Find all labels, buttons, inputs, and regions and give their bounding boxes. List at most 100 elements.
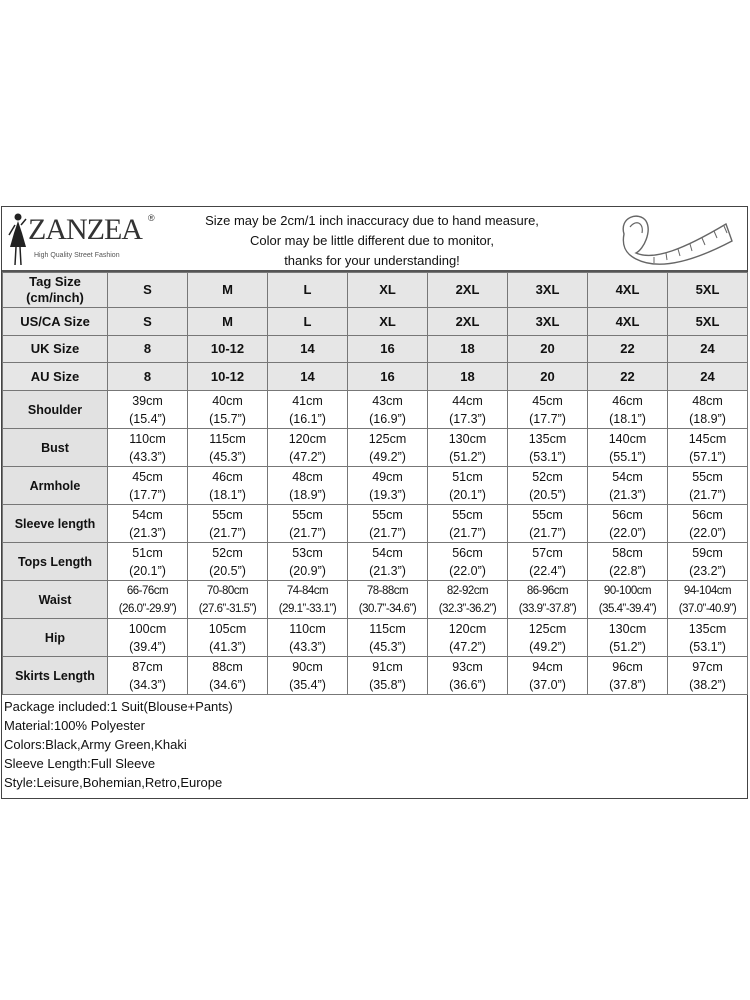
cm-value: 66-76cm — [126, 584, 169, 597]
size-cell: 14 — [267, 362, 348, 391]
cm-value: 51cm — [452, 469, 483, 484]
size-cell: S — [107, 307, 188, 336]
row-label: UK Size — [2, 335, 108, 363]
measurement-row: Shoulder 39cm (15.4”) 40cm (15.7”) 41cm (16.1”… — [2, 390, 748, 429]
inch-value: (17.7”) — [129, 487, 166, 502]
cm-value: 97cm — [692, 659, 723, 674]
cm-value: 54cm — [612, 469, 643, 484]
measurement-cell: 94-104cm (37.0”-40.9”) — [667, 580, 748, 619]
cm-value: 52cm — [532, 469, 563, 484]
inch-value: (22.4”) — [529, 563, 566, 578]
inch-value: (45.3”) — [209, 449, 246, 464]
cm-value: 56cm — [452, 545, 483, 560]
inch-value: (51.2”) — [609, 639, 646, 654]
measurement-cell: 100cm (39.4”) — [107, 618, 188, 657]
cm-value: 110cm — [129, 431, 166, 446]
inch-value: (35.8”) — [369, 677, 406, 692]
measurement-cell: 66-76cm (26.0”-29.9”) — [107, 580, 188, 619]
inch-value: (41.3”) — [209, 639, 246, 654]
inch-value: (39.4”) — [129, 639, 166, 654]
inch-value: (23.2”) — [689, 563, 726, 578]
cm-value: 44cm — [452, 393, 483, 408]
inch-value: (49.2”) — [529, 639, 566, 654]
row-label: Hip — [2, 618, 108, 657]
measurement-cell: 70-80cm (27.6”-31.5”) — [187, 580, 268, 619]
cm-value: 45cm — [532, 393, 563, 408]
measurement-row: Waist 66-76cm (26.0”-29.9”) 70-80cm (27.6”-3… — [2, 580, 748, 619]
measurement-cell: 59cm (23.2”) — [667, 542, 748, 581]
row-label: Shoulder — [2, 390, 108, 429]
inch-value: (45.3”) — [369, 639, 406, 654]
cm-value: 105cm — [208, 621, 247, 636]
measurement-notice: Size may be 2cm/1 inch inaccuracy due to… — [192, 211, 552, 271]
size-table: Tag Size (cm/inch) S M L XL 2XL 3XL 4XL 5XL US/CA … — [2, 272, 748, 695]
size-cell: 8 — [107, 362, 188, 391]
inch-value: (30.7”-34.6”) — [358, 602, 417, 615]
measurement-cell: 130cm (51.2”) — [587, 618, 668, 657]
size-cell: 24 — [667, 335, 748, 363]
size-cell: 4XL — [587, 272, 668, 308]
measurement-cell: 51cm (20.1”) — [427, 466, 508, 505]
inch-value: (43.3”) — [289, 639, 326, 654]
measurement-row: Tops Length 51cm (20.1”) 52cm (20.5”) 53cm (20… — [2, 542, 748, 581]
cm-value: 110cm — [289, 621, 326, 636]
cm-value: 130cm — [608, 621, 647, 636]
cm-value: 55cm — [292, 507, 323, 522]
inch-value: (20.1”) — [449, 487, 486, 502]
cm-value: 96cm — [612, 659, 643, 674]
brand-logo: ZANZEA ® High Quality Street Fashion — [6, 211, 176, 269]
size-cell: M — [187, 272, 268, 308]
inch-value: (53.1”) — [529, 449, 566, 464]
cm-value: 86-96cm — [526, 584, 569, 597]
size-cell: 2XL — [427, 307, 508, 336]
cm-value: 55cm — [692, 469, 723, 484]
inch-value: (21.7”) — [689, 487, 726, 502]
tag-size-label: Tag Size — [29, 274, 81, 289]
measurement-cell: 120cm (47.2”) — [267, 428, 348, 467]
inch-value: (35.4”) — [289, 677, 326, 692]
measurement-row: Skirts Length 87cm (34.3”) 88cm (34.6”) 90cm (… — [2, 656, 748, 695]
measurement-cell: 115cm (45.3”) — [187, 428, 268, 467]
measurement-cell: 46cm (18.1”) — [187, 466, 268, 505]
measurement-cell: 51cm (20.1”) — [107, 542, 188, 581]
cm-value: 48cm — [692, 393, 723, 408]
measurement-cell: 41cm (16.1”) — [267, 390, 348, 429]
measurement-cell: 52cm (20.5”) — [187, 542, 268, 581]
measurement-cell: 52cm (20.5”) — [507, 466, 588, 505]
cm-value: 39cm — [132, 393, 163, 408]
size-cell: 5XL — [667, 272, 748, 308]
inch-value: (19.3”) — [369, 487, 406, 502]
size-cell: 8 — [107, 335, 188, 363]
cm-value: 43cm — [372, 393, 403, 408]
notice-line: thanks for your understanding! — [284, 253, 460, 268]
cm-value: 78-88cm — [366, 584, 409, 597]
cm-value: 46cm — [612, 393, 643, 408]
size-cell: 3XL — [507, 307, 588, 336]
size-cell: 16 — [347, 362, 428, 391]
cm-value: 48cm — [292, 469, 323, 484]
cm-value: 58cm — [612, 545, 643, 560]
measurement-cell: 58cm (22.8”) — [587, 542, 668, 581]
size-cell: 20 — [507, 362, 588, 391]
measurement-cell: 93cm (36.6”) — [427, 656, 508, 695]
cm-value: 59cm — [692, 545, 723, 560]
cm-value: 70-80cm — [206, 584, 249, 597]
measurement-cell: 39cm (15.4”) — [107, 390, 188, 429]
cm-value: 55cm — [212, 507, 243, 522]
row-label: Tag Size (cm/inch) — [2, 272, 108, 308]
measurement-cell: 110cm (43.3”) — [267, 618, 348, 657]
cm-value: 55cm — [452, 507, 483, 522]
size-row: UK Size 8 10-12 14 16 18 20 22 24 — [2, 335, 748, 363]
measurement-cell: 82-92cm (32.3”-36.2”) — [427, 580, 508, 619]
cm-value: 40cm — [212, 393, 243, 408]
inch-value: (21.7”) — [369, 525, 406, 540]
cm-value: 100cm — [128, 621, 167, 636]
cm-value: 51cm — [132, 545, 163, 560]
cm-value: 120cm — [288, 431, 327, 446]
inch-value: (17.7”) — [529, 411, 566, 426]
inch-value: (27.6”-31.5”) — [198, 602, 257, 615]
size-cell: 24 — [667, 362, 748, 391]
cm-value: 125cm — [528, 621, 567, 636]
size-cell: 20 — [507, 335, 588, 363]
size-cell: 4XL — [587, 307, 668, 336]
